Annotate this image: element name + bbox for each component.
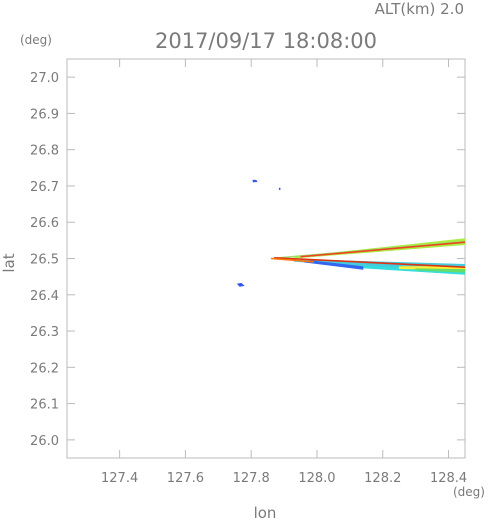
echo-blob bbox=[278, 187, 281, 190]
y-tick-label: 26.6 bbox=[30, 216, 59, 231]
x-tick-label: 128.4 bbox=[430, 471, 467, 486]
x-axis: 127.4 127.6 127.8 128.0 128.2 128.4 bbox=[101, 59, 467, 486]
y-tick-label: 26.5 bbox=[30, 253, 59, 268]
y-tick-label: 26.0 bbox=[30, 434, 59, 449]
echo-line bbox=[274, 257, 465, 268]
y-tick-label: 26.2 bbox=[30, 361, 59, 376]
echo-blob bbox=[252, 179, 258, 183]
echo-blob bbox=[236, 282, 245, 287]
plot-area bbox=[236, 179, 465, 287]
chart-title: 2017/09/17 18:08:00 bbox=[155, 29, 377, 53]
echo-line bbox=[300, 241, 465, 258]
x-tick-label: 127.4 bbox=[101, 471, 138, 486]
x-tick-label: 128.2 bbox=[364, 471, 401, 486]
echo-layer bbox=[236, 179, 465, 287]
y-tick-label: 26.1 bbox=[30, 398, 59, 413]
x-axis-title: lon bbox=[254, 504, 277, 521]
y-axis: 26.0 26.1 26.2 26.3 26.4 26.5 26.6 26.7 26.8 26.9… bbox=[30, 71, 465, 449]
x-tick-label: 127.8 bbox=[233, 471, 270, 486]
altitude-label: ALT(km) 2.0 bbox=[375, 0, 464, 18]
y-tick-label: 26.8 bbox=[30, 144, 59, 159]
y-tick-label: 27.0 bbox=[30, 71, 59, 86]
x-unit-label: (deg) bbox=[453, 485, 485, 499]
y-axis-title: lat bbox=[0, 253, 18, 272]
y-tick-label: 26.7 bbox=[30, 180, 59, 195]
y-tick-label: 26.4 bbox=[30, 289, 59, 304]
x-tick-label: 128.0 bbox=[298, 471, 335, 486]
plot-frame bbox=[66, 58, 466, 459]
y-tick-label: 26.9 bbox=[30, 107, 59, 122]
echo-line bbox=[270, 257, 314, 263]
y-tick-label: 26.3 bbox=[30, 325, 59, 340]
echo-band bbox=[415, 268, 465, 273]
x-tick-label: 127.6 bbox=[167, 471, 204, 486]
y-unit-label: (deg) bbox=[20, 33, 52, 47]
